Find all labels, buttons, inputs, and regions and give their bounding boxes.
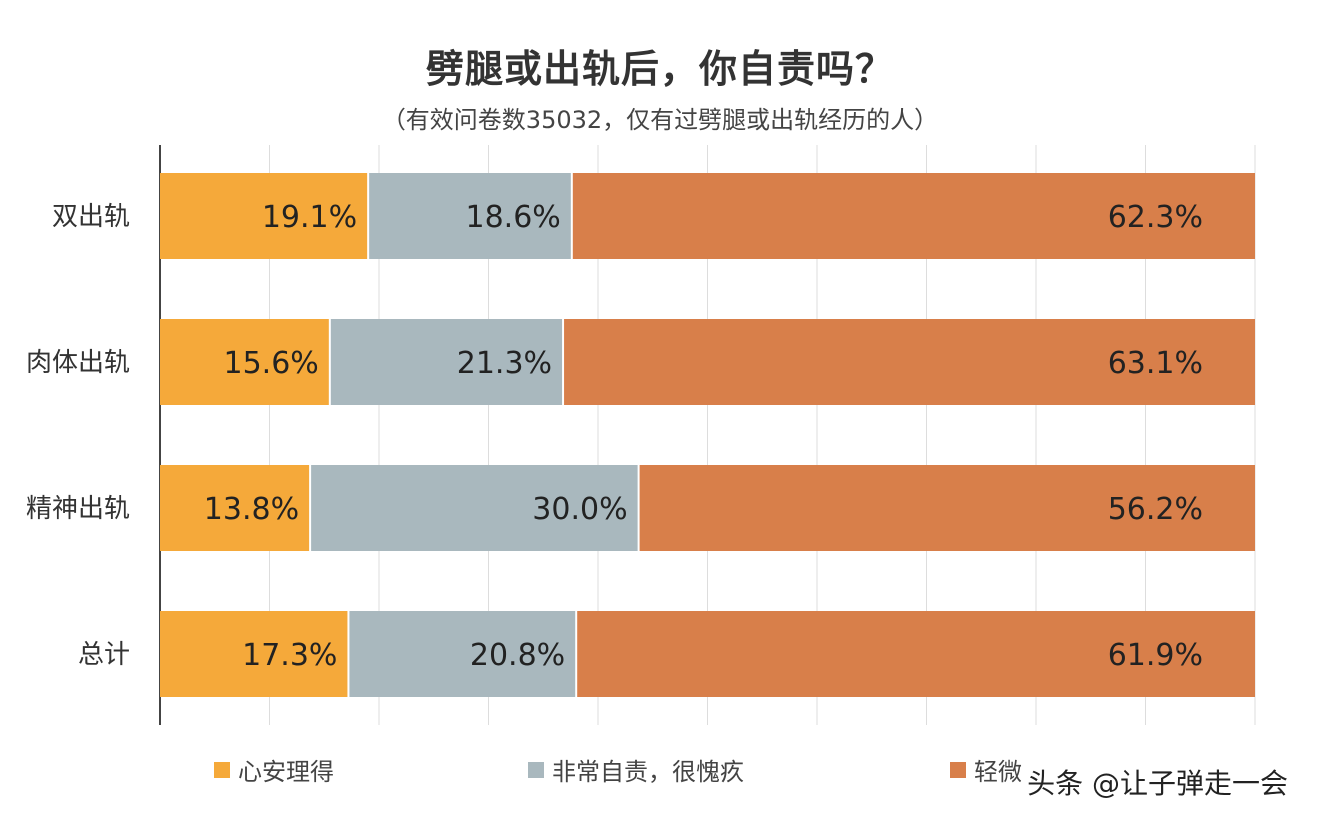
chart-title: 劈腿或出轨后，你自责吗？ [425,47,894,91]
legend-swatch-2 [950,761,966,778]
bar-1-2 [311,465,638,551]
data-label-2-0: 62.3% [1108,200,1203,235]
bar-0-1 [160,319,329,405]
data-label-0-2: 13.8% [204,492,299,527]
category-label-1: 肉体出轨 [26,348,130,378]
bar-0-3 [160,611,348,697]
category-label-3: 总计 [78,640,130,670]
bar-1-0 [369,173,571,259]
bar-2-0 [572,173,1255,259]
legend-item-2: 轻微 [950,752,1022,787]
data-label-1-2: 30.0% [532,492,627,527]
bar-2-3 [577,611,1255,697]
bar-0-2 [160,465,310,551]
legend: 心安理得 非常自责，很愧疚 轻微 [0,752,1320,792]
category-label-0: 双出轨 [52,202,130,232]
bar-0-0 [160,173,368,259]
legend-item-1: 非常自责，很愧疚 [528,752,744,787]
bar-2-1 [564,319,1255,405]
data-label-0-0: 19.1% [262,200,357,235]
legend-label-2: 轻微 [974,758,1022,786]
stacked-bar-chart: 双出轨 19.1% 18.6% 62.3% 肉体出轨 15.6% 21.3% 63.1% 精神出… [26,145,1256,725]
data-label-2-1: 63.1% [1108,346,1203,381]
legend-swatch-0 [214,761,230,778]
data-label-1-0: 18.6% [466,200,561,235]
category-label-2: 精神出轨 [26,494,130,524]
data-label-1-1: 21.3% [457,346,552,381]
data-label-1-3: 20.8% [470,638,565,673]
bar-1-1 [330,319,563,405]
bar-2-2 [639,465,1255,551]
data-label-2-3: 61.9% [1108,638,1203,673]
legend-label-0: 心安理得 [238,758,334,786]
bar-1-3 [349,611,576,697]
watermark-text: 头条 @让子弹走一会 [1021,762,1294,802]
legend-swatch-1 [528,761,544,778]
chart-subtitle: （有效问卷数35032，仅有过劈腿或出轨经历的人） [381,106,939,134]
data-label-0-3: 17.3% [242,638,337,673]
legend-label-1: 非常自责，很愧疚 [552,758,744,786]
data-label-0-1: 15.6% [224,346,319,381]
data-label-2-2: 56.2% [1108,492,1203,527]
legend-item-0: 心安理得 [214,752,334,787]
